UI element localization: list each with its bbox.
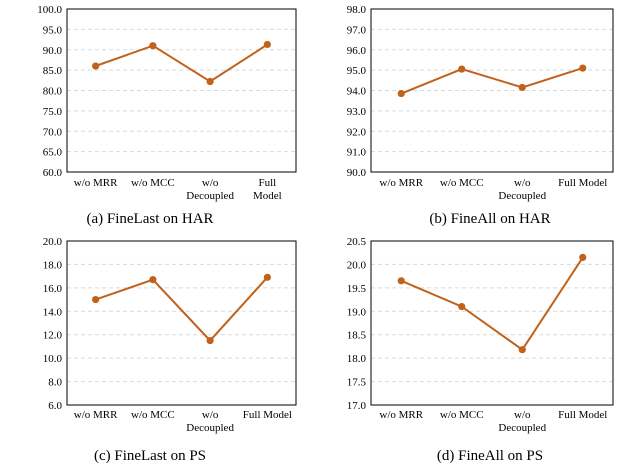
y-tick-label: 19.0	[347, 306, 367, 318]
data-point	[518, 83, 526, 92]
x-tick-label: w/o MCC	[131, 409, 175, 421]
y-tick-label: 95.0	[347, 65, 367, 77]
y-tick-label: 93.0	[347, 106, 367, 118]
plot-frame	[66, 240, 297, 406]
y-tick-label: 70.0	[43, 126, 63, 138]
panel-caption: (d) FineAll on PS	[437, 448, 543, 464]
y-tick-label: 20.0	[347, 259, 367, 271]
y-tick-label: 75.0	[43, 106, 63, 118]
y-tick-label: 85.0	[43, 65, 63, 77]
plot-frame	[370, 8, 614, 173]
panel-caption: (c) FineLast on PS	[94, 448, 206, 464]
y-tick-label: 90.0	[347, 167, 367, 179]
y-tick-label: 14.0	[43, 306, 63, 318]
data-point	[579, 253, 587, 261]
y-tick-label: 80.0	[43, 86, 63, 98]
y-tick-label: 20.5	[347, 236, 367, 248]
data-point	[458, 303, 466, 311]
plot-frame	[370, 240, 614, 406]
y-tick-label: 95.0	[43, 24, 63, 36]
y-tick-label: 10.0	[43, 353, 63, 365]
y-tick-label: 90.0	[43, 45, 63, 57]
data-point	[206, 336, 214, 345]
y-tick-label: 65.0	[43, 147, 63, 159]
data-point	[518, 346, 526, 354]
x-tick-label: w/o Decoupled	[498, 409, 546, 434]
y-tick-label: 17.0	[347, 400, 367, 412]
y-tick-label: 98.0	[347, 4, 367, 16]
y-tick-label: 96.0	[347, 45, 367, 57]
x-tick-label: w/o MRR	[379, 409, 423, 421]
y-tick-label: 60.0	[43, 167, 63, 179]
x-tick-label: w/o MRR	[74, 409, 118, 421]
plot-frame	[66, 8, 297, 173]
x-tick-label: w/o MCC	[440, 177, 484, 189]
x-tick-label: Full Model	[558, 177, 607, 189]
chart-panel: 60.0 65.0 70.0 75.0 80.0 85.0 90.0 95.0 100.0 w/o…	[37, 4, 297, 227]
data-point	[149, 42, 157, 50]
x-tick-label: w/o Decoupled	[186, 409, 234, 434]
data-point	[92, 62, 100, 70]
y-tick-label: 91.0	[347, 147, 367, 159]
y-tick-label: 19.5	[347, 283, 367, 295]
data-point	[579, 64, 587, 72]
x-tick-label: w/o Decoupled	[186, 177, 234, 202]
panel-caption: (b) FineAll on HAR	[429, 211, 550, 227]
panel-caption: (a) FineLast on HAR	[86, 211, 213, 227]
data-point	[263, 40, 271, 49]
data-point	[206, 77, 214, 86]
data-point	[397, 89, 405, 98]
y-tick-label: 8.0	[48, 377, 62, 389]
series-line	[400, 256, 584, 352]
series-line	[95, 43, 268, 83]
y-tick-label: 16.0	[43, 283, 63, 295]
x-tick-label: Full Model	[253, 177, 282, 202]
y-tick-label: 100.0	[37, 4, 62, 16]
data-point	[397, 277, 405, 285]
series-line	[95, 276, 269, 343]
x-tick-label: Full Model	[243, 409, 292, 421]
y-tick-label: 18.5	[347, 330, 367, 342]
chart-panel: 6.0 8.0 10.0 12.0 14.0 16.0 18.0 20.0 w/o MRR w/o…	[43, 236, 297, 464]
y-tick-label: 97.0	[347, 24, 367, 36]
x-tick-label: w/o Decoupled	[498, 177, 546, 202]
y-tick-label: 92.0	[347, 126, 367, 138]
chart-panel: 17.0 17.5 18.0 18.5 19.0 19.5 20.0 20.5 w/o MRR w…	[347, 236, 614, 464]
y-tick-label: 12.0	[43, 330, 63, 342]
y-tick-label: 20.0	[43, 236, 63, 248]
data-point	[458, 65, 466, 73]
x-tick-label: w/o MCC	[131, 177, 175, 189]
y-tick-label: 94.0	[347, 86, 367, 98]
data-point	[149, 276, 157, 284]
y-tick-label: 18.0	[43, 259, 63, 271]
y-tick-label: 6.0	[48, 400, 62, 412]
x-tick-label: w/o MCC	[440, 409, 484, 421]
y-tick-label: 17.5	[347, 377, 367, 389]
x-tick-label: w/o MRR	[379, 177, 423, 189]
series-line	[400, 67, 584, 95]
data-point	[263, 273, 271, 281]
x-tick-label: w/o MRR	[74, 177, 118, 189]
chart-panel: 90.0 91.0 92.0 93.0 94.0 95.0 96.0 97.0 98.0 w/o …	[347, 4, 614, 227]
x-tick-label: Full Model	[558, 409, 607, 421]
y-tick-label: 18.0	[347, 353, 367, 365]
data-point	[92, 295, 100, 304]
